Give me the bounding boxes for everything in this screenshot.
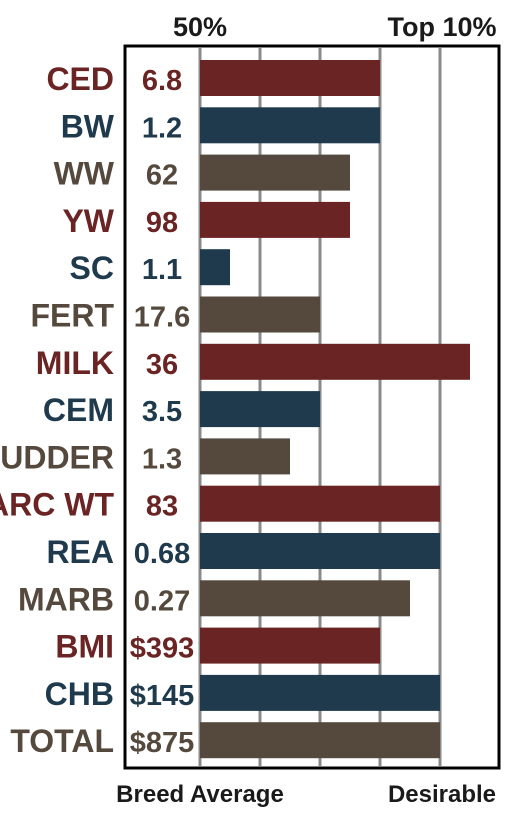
value-label: 0.27 <box>134 585 190 617</box>
category-label: BW <box>61 108 115 144</box>
bar <box>200 107 380 144</box>
category-label: BMI <box>55 629 114 665</box>
value-label: 6.8 <box>142 65 182 97</box>
value-label: 3.5 <box>142 396 182 428</box>
value-label: 1.3 <box>142 443 182 475</box>
bar <box>200 249 230 286</box>
value-label: 62 <box>146 160 178 192</box>
scale-label-bottom: Breed Average <box>116 781 284 808</box>
bar <box>200 154 350 191</box>
category-label: REA <box>46 534 114 570</box>
bar <box>200 722 440 759</box>
category-label: MILK <box>36 345 114 381</box>
value-label: 83 <box>146 491 178 523</box>
scale-label-top: Top 10% <box>387 12 496 42</box>
bar <box>200 391 320 428</box>
scale-label-bottom: Desirable <box>388 781 496 808</box>
bar <box>200 674 440 711</box>
bar <box>200 580 410 617</box>
value-label: $145 <box>130 680 195 712</box>
bar <box>200 533 440 569</box>
scale-label-top: 50% <box>173 12 227 42</box>
value-label: $393 <box>130 633 195 665</box>
bar <box>200 485 440 522</box>
value-label: 36 <box>146 349 178 381</box>
bar <box>200 627 380 664</box>
category-label: CHB <box>45 676 114 712</box>
value-label: 0.68 <box>134 538 190 570</box>
value-label: 1.1 <box>142 254 182 286</box>
category-label: TOTAL <box>10 723 114 759</box>
category-label: CEM <box>43 392 114 428</box>
chart-frame <box>123 44 501 770</box>
bar <box>200 60 380 96</box>
category-label: CED <box>46 61 114 97</box>
category-label: CARC WT <box>0 487 114 523</box>
category-label: UDDER <box>0 439 114 475</box>
category-label: YW <box>62 203 114 239</box>
bar <box>200 438 290 475</box>
category-label: SC <box>70 250 114 286</box>
value-label: $875 <box>130 727 195 759</box>
bar <box>200 201 350 238</box>
value-label: 17.6 <box>134 302 190 334</box>
category-label: FERT <box>30 298 114 334</box>
bar <box>200 343 470 380</box>
value-label: 98 <box>146 207 178 239</box>
category-label: WW <box>54 156 115 192</box>
bar <box>200 296 320 333</box>
value-label: 1.2 <box>142 112 182 144</box>
category-label: MARB <box>18 581 114 617</box>
